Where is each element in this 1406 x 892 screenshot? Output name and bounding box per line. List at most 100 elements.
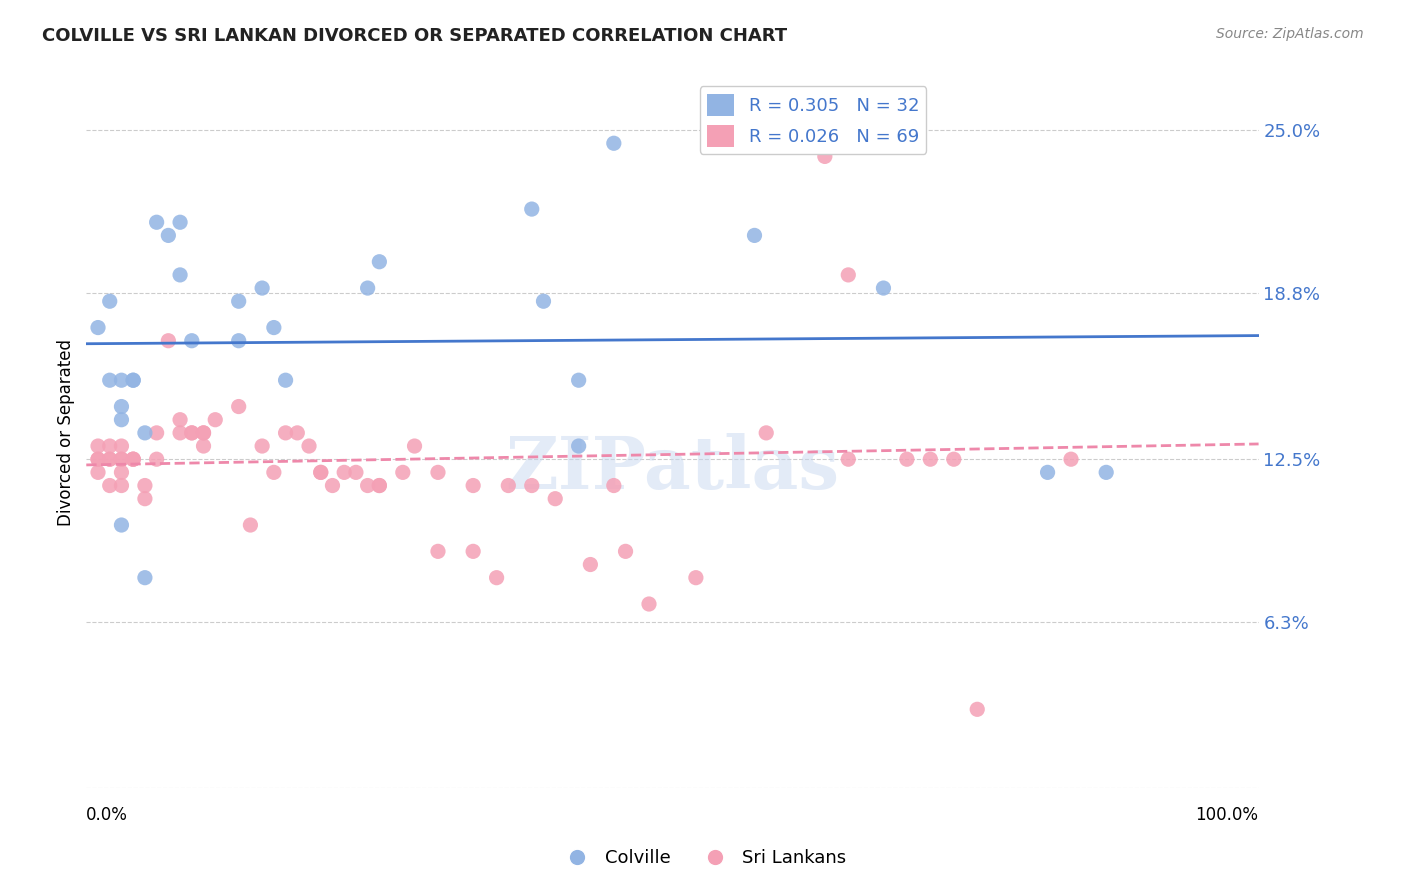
- Point: [920, 452, 942, 467]
- Point: [344, 466, 367, 480]
- Point: [110, 413, 132, 427]
- Point: [169, 268, 191, 282]
- Point: [603, 136, 626, 151]
- Point: [568, 373, 591, 387]
- Point: [520, 478, 543, 492]
- Point: [98, 452, 121, 467]
- Point: [87, 439, 110, 453]
- Point: [180, 425, 202, 440]
- Point: [1095, 466, 1118, 480]
- Point: [145, 425, 167, 440]
- Point: [122, 373, 145, 387]
- Point: [896, 452, 918, 467]
- Point: [744, 228, 766, 243]
- Point: [427, 544, 450, 558]
- Point: [263, 466, 285, 480]
- Point: [98, 294, 121, 309]
- Point: [87, 466, 110, 480]
- Point: [157, 334, 180, 348]
- Point: [110, 452, 132, 467]
- Point: [134, 478, 156, 492]
- Point: [309, 466, 332, 480]
- Text: COLVILLE VS SRI LANKAN DIVORCED OR SEPARATED CORRELATION CHART: COLVILLE VS SRI LANKAN DIVORCED OR SEPAR…: [42, 27, 787, 45]
- Point: [309, 466, 332, 480]
- Point: [463, 478, 485, 492]
- Point: [98, 373, 121, 387]
- Point: [180, 334, 202, 348]
- Point: [98, 452, 121, 467]
- Point: [544, 491, 567, 506]
- Point: [860, 0, 883, 5]
- Point: [180, 425, 202, 440]
- Point: [614, 544, 637, 558]
- Point: [298, 439, 321, 453]
- Point: [193, 439, 215, 453]
- Point: [404, 439, 426, 453]
- Point: [98, 439, 121, 453]
- Legend: Colville, Sri Lankans: Colville, Sri Lankans: [553, 842, 853, 874]
- Point: [638, 597, 661, 611]
- Point: [134, 571, 156, 585]
- Point: [134, 491, 156, 506]
- Point: [533, 294, 555, 309]
- Point: [837, 452, 859, 467]
- Point: [685, 571, 707, 585]
- Point: [110, 439, 132, 453]
- Point: [169, 413, 191, 427]
- Point: [193, 425, 215, 440]
- Point: [122, 452, 145, 467]
- Point: [98, 478, 121, 492]
- Legend: R = 0.305   N = 32, R = 0.026   N = 69: R = 0.305 N = 32, R = 0.026 N = 69: [700, 87, 927, 154]
- Point: [204, 413, 226, 427]
- Text: Source: ZipAtlas.com: Source: ZipAtlas.com: [1216, 27, 1364, 41]
- Point: [966, 702, 988, 716]
- Point: [321, 478, 343, 492]
- Point: [250, 439, 273, 453]
- Point: [110, 373, 132, 387]
- Point: [568, 439, 591, 453]
- Text: 100.0%: 100.0%: [1195, 806, 1258, 824]
- Point: [228, 400, 250, 414]
- Text: ZIPatlas: ZIPatlas: [505, 433, 839, 504]
- Point: [263, 320, 285, 334]
- Point: [122, 373, 145, 387]
- Point: [274, 425, 297, 440]
- Point: [228, 334, 250, 348]
- Point: [110, 452, 132, 467]
- Point: [463, 544, 485, 558]
- Point: [368, 478, 391, 492]
- Point: [250, 281, 273, 295]
- Point: [228, 294, 250, 309]
- Point: [356, 478, 378, 492]
- Point: [134, 425, 156, 440]
- Point: [1060, 452, 1083, 467]
- Point: [333, 466, 356, 480]
- Point: [520, 202, 543, 216]
- Point: [145, 452, 167, 467]
- Point: [285, 425, 308, 440]
- Point: [603, 478, 626, 492]
- Point: [87, 320, 110, 334]
- Point: [755, 425, 778, 440]
- Point: [485, 571, 508, 585]
- Point: [193, 425, 215, 440]
- Point: [110, 478, 132, 492]
- Point: [391, 466, 413, 480]
- Point: [145, 215, 167, 229]
- Point: [356, 281, 378, 295]
- Point: [169, 215, 191, 229]
- Point: [1036, 466, 1059, 480]
- Point: [87, 452, 110, 467]
- Point: [942, 452, 965, 467]
- Point: [110, 518, 132, 533]
- Point: [122, 452, 145, 467]
- Point: [368, 478, 391, 492]
- Point: [274, 373, 297, 387]
- Text: 0.0%: 0.0%: [86, 806, 128, 824]
- Point: [579, 558, 602, 572]
- Point: [87, 452, 110, 467]
- Point: [110, 466, 132, 480]
- Point: [239, 518, 262, 533]
- Point: [872, 281, 894, 295]
- Point: [110, 400, 132, 414]
